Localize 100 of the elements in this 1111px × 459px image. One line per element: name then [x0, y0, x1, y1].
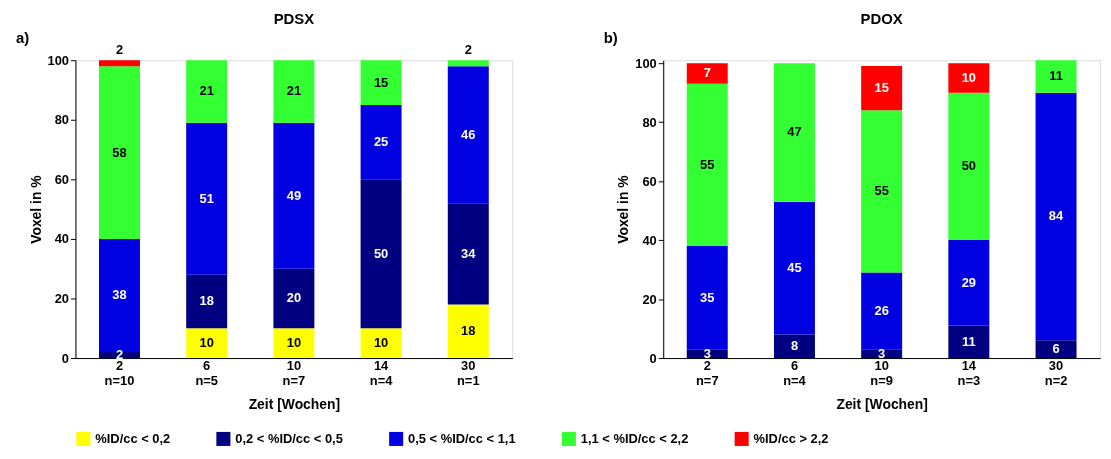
- data-label: 21: [199, 83, 214, 99]
- y-axis-title: Voxel in %: [615, 175, 632, 244]
- data-label: 38: [112, 287, 127, 303]
- y-tick-label: 80: [642, 114, 657, 130]
- bar: [686, 245, 728, 350]
- bar: [447, 66, 489, 204]
- x-axis-title: Zeit [Wochen]: [248, 396, 341, 413]
- data-label: 2: [464, 41, 472, 57]
- bar: [273, 60, 315, 123]
- y-tick-label: 0: [649, 350, 657, 366]
- bar: [1035, 340, 1077, 359]
- bar: [273, 122, 315, 269]
- data-label: 10: [199, 335, 214, 351]
- bar: [1035, 92, 1077, 341]
- bar: [99, 60, 140, 67]
- bar: [360, 328, 402, 359]
- x-tick-label: 2 n=10: [104, 358, 135, 389]
- data-label: 18: [199, 293, 214, 309]
- data-label: 10: [286, 335, 302, 351]
- legend-label: 0,2 < %ID/cc < 0,5: [235, 430, 343, 446]
- data-label: 47: [787, 124, 802, 140]
- data-label: 10: [373, 335, 389, 351]
- x-tick-label: 14 n=4: [369, 358, 394, 389]
- bar: [360, 179, 402, 329]
- bar: [186, 122, 228, 275]
- y-tick-label: 60: [54, 171, 69, 187]
- legend-label: %ID/cc < 0,2: [95, 430, 171, 446]
- x-tick-label: 2 n=7: [695, 358, 719, 389]
- x-tick-label: 14 n=3: [957, 358, 981, 389]
- data-label: 3: [878, 345, 886, 361]
- data-label: 10: [961, 69, 977, 85]
- bar: [447, 60, 489, 67]
- data-label: 55: [874, 183, 889, 199]
- data-label: 46: [461, 126, 476, 142]
- x-tick-label: 10 n=9: [870, 358, 893, 389]
- data-label: 15: [373, 74, 389, 90]
- y-tick-label: 40: [54, 231, 69, 247]
- data-label: 26: [874, 302, 889, 318]
- y-tick-label: 100: [635, 55, 657, 71]
- y-tick-label: 80: [54, 112, 69, 128]
- bar: [273, 268, 315, 329]
- data-label: 49: [286, 187, 302, 203]
- data-label: 35: [700, 289, 715, 305]
- bar: [948, 63, 990, 93]
- y-tick-label: 40: [642, 232, 657, 248]
- bar: [948, 92, 990, 241]
- data-label: 55: [700, 156, 715, 172]
- data-label: 7: [703, 65, 711, 81]
- data-label: 3: [703, 345, 711, 361]
- chart-title: PDSX: [273, 11, 315, 28]
- legend-label: %ID/cc > 2,2: [753, 430, 829, 446]
- data-label: 18: [461, 323, 476, 339]
- data-label: 6: [1052, 341, 1060, 357]
- bar: [773, 63, 815, 202]
- bar: [948, 240, 990, 326]
- x-tick-label: 6 n=4: [783, 358, 807, 389]
- y-tick-label: 0: [61, 350, 69, 366]
- data-label: 2: [115, 41, 124, 57]
- y-tick-label: 20: [642, 291, 657, 307]
- y-tick-label: 60: [642, 173, 657, 189]
- bar: [273, 328, 315, 359]
- x-axis-title: Zeit [Wochen]: [836, 396, 928, 413]
- x-tick-label: 6 n=5: [195, 358, 218, 389]
- text: a): [15, 30, 30, 47]
- data-label: 50: [373, 245, 389, 261]
- bar: [186, 274, 228, 329]
- data-label: 50: [961, 158, 977, 174]
- data-label: 11: [962, 333, 976, 349]
- bar: [686, 83, 728, 246]
- bar: [360, 104, 402, 180]
- bar: [948, 325, 990, 359]
- data-label: 34: [461, 245, 477, 261]
- data-label: 20: [286, 290, 302, 306]
- bar: [447, 304, 489, 359]
- data-label: 8: [790, 338, 799, 354]
- bar: [1035, 60, 1077, 93]
- bar: [186, 328, 228, 359]
- data-label: 21: [286, 83, 302, 99]
- y-tick-label: 20: [54, 290, 69, 306]
- bar: [447, 203, 489, 305]
- y-axis-title: Voxel in %: [27, 175, 44, 244]
- legend-label: 0,5 < %ID/cc < 1,1: [408, 430, 516, 446]
- bar: [773, 334, 815, 359]
- bar: [773, 201, 815, 335]
- data-label: 15: [874, 80, 889, 96]
- data-label: 25: [373, 134, 389, 150]
- bar: [360, 60, 402, 105]
- data-label: 51: [199, 190, 214, 206]
- data-label: 58: [112, 144, 127, 160]
- chart-title: PDOX: [860, 11, 903, 28]
- bar: [99, 66, 140, 239]
- bar: [861, 272, 903, 350]
- bar: [861, 66, 903, 111]
- text: b): [603, 30, 618, 47]
- data-label: 45: [787, 260, 802, 276]
- legend-label: 1,1 < %ID/cc < 2,2: [580, 430, 689, 446]
- x-tick-label: 10 n=7: [282, 358, 306, 389]
- y-tick-label: 100: [47, 52, 69, 68]
- data-label: 29: [961, 274, 977, 290]
- x-tick-label: 30 n=2: [1044, 358, 1068, 389]
